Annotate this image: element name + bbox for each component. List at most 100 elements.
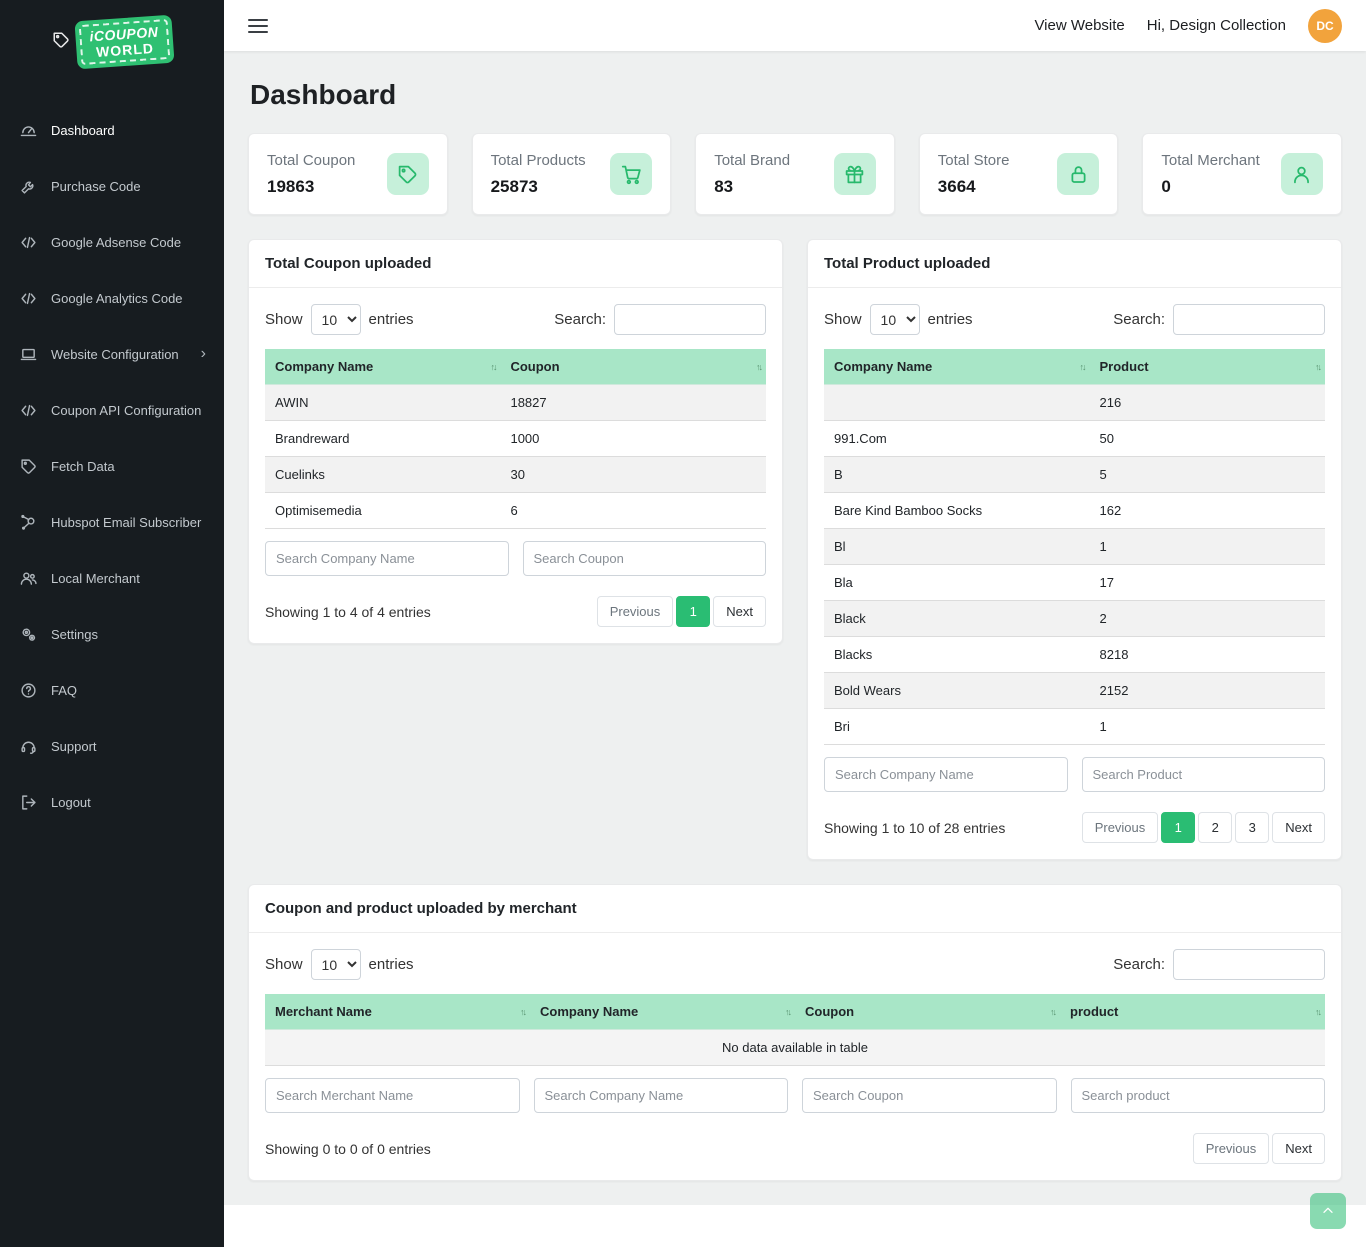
table-row: 216 — [824, 384, 1325, 422]
page-number-button[interactable]: 1 — [1161, 812, 1196, 844]
pagination: Previous 1 Next — [596, 596, 766, 628]
stat-card-total-coupon: Total Coupon 19863 — [248, 133, 448, 216]
cart-icon — [610, 153, 653, 196]
page-size-select[interactable]: 10 — [310, 949, 361, 981]
next-page-button[interactable]: Next — [1272, 1133, 1325, 1165]
code-icon — [21, 236, 36, 248]
sidebar-item-label: FAQ — [51, 682, 78, 698]
stat-cards: Total Coupon 19863 Total Products 25873 — [248, 133, 1342, 216]
column-header-coupon[interactable]: Coupon ↑↓ — [500, 349, 766, 386]
table-row: Bla 17 — [824, 564, 1325, 602]
page-number-button[interactable]: 1 — [676, 596, 711, 628]
user-icon — [1280, 153, 1323, 196]
sidebar-item-support[interactable]: Support — [0, 718, 224, 774]
sidebar: iCOUPON WORLD Dashboard Purchase Code Go… — [0, 0, 224, 1247]
sidebar-item-label: Logout — [51, 794, 91, 810]
sidebar-item-label: Fetch Data — [51, 458, 115, 474]
table-row: Bl 1 — [824, 528, 1325, 566]
table-search-input[interactable] — [1173, 949, 1325, 981]
previous-page-button[interactable]: Previous — [1081, 812, 1159, 844]
page-number-button[interactable]: 2 — [1198, 812, 1233, 844]
column-header-coupon[interactable]: Coupon ↑↓ — [795, 994, 1060, 1031]
view-website-link[interactable]: View Website — [1034, 17, 1125, 35]
sidebar-item-faq[interactable]: FAQ — [0, 662, 224, 718]
table-row: Brandreward 1000 — [265, 420, 766, 458]
table-row: Black 2 — [824, 600, 1325, 638]
table-search-input[interactable] — [1173, 304, 1325, 336]
filter-product-input[interactable] — [1081, 757, 1325, 793]
filter-product-input[interactable] — [1070, 1078, 1325, 1114]
sidebar-item-website-configuration[interactable]: Website Configuration › — [0, 326, 224, 382]
column-header-product[interactable]: product ↑↓ — [1060, 994, 1325, 1031]
filter-merchant-name-input[interactable] — [265, 1078, 520, 1114]
brand-logo[interactable]: iCOUPON WORLD — [0, 0, 224, 92]
entries-label: entries — [368, 311, 414, 329]
entries-label: entries — [927, 311, 973, 329]
table-row: Cuelinks 30 — [265, 456, 766, 494]
stat-label: Total Merchant — [1161, 151, 1260, 169]
sidebar-item-dashboard[interactable]: Dashboard — [0, 102, 224, 158]
table-row: 991.Com 50 — [824, 420, 1325, 458]
column-header-company-name[interactable]: Company Name ↑↓ — [824, 349, 1090, 386]
table-info: Showing 0 to 0 of 0 entries — [265, 1140, 431, 1157]
avatar[interactable]: DC — [1308, 8, 1342, 43]
sidebar-item-purchase-code[interactable]: Purchase Code — [0, 158, 224, 214]
sidebar-item-local-merchant[interactable]: Local Merchant — [0, 550, 224, 606]
table-row: AWIN 18827 — [265, 384, 766, 422]
show-label: Show — [824, 311, 862, 329]
stat-label: Total Products — [490, 151, 586, 169]
filter-company-name-input[interactable] — [265, 541, 509, 577]
filter-coupon-input[interactable] — [802, 1078, 1057, 1114]
filter-coupon-input[interactable] — [522, 541, 766, 577]
logo-badge: iCOUPON WORLD — [74, 14, 174, 70]
previous-page-button[interactable]: Previous — [1192, 1133, 1270, 1165]
menu-icon — [248, 30, 268, 33]
sidebar-item-label: Hubspot Email Subscriber — [51, 514, 202, 530]
sort-icon: ↑↓ — [1315, 361, 1322, 372]
panel-title: Total Product uploaded — [808, 240, 1341, 289]
sidebar-item-google-adsense-code[interactable]: Google Adsense Code — [0, 214, 224, 270]
table-search-input[interactable] — [614, 304, 766, 336]
column-header-company-name[interactable]: Company Name ↑↓ — [530, 994, 795, 1031]
coupon-uploaded-panel: Total Coupon uploaded Show 10 entries Se… — [248, 239, 783, 645]
sidebar-item-coupon-api-configuration[interactable]: Coupon API Configuration — [0, 382, 224, 438]
table-row: Blacks 8218 — [824, 636, 1325, 674]
column-header-merchant-name[interactable]: Merchant Name ↑↓ — [265, 994, 530, 1031]
sidebar-item-hubspot-email-subscriber[interactable]: Hubspot Email Subscriber — [0, 494, 224, 550]
stat-card-total-store: Total Store 3664 — [918, 133, 1119, 216]
content: Dashboard Total Coupon 19863 Total Produ… — [224, 51, 1366, 1205]
sidebar-toggle-button[interactable] — [248, 18, 268, 33]
user-greeting[interactable]: Hi, Design Collection — [1146, 17, 1286, 35]
filter-company-name-input[interactable] — [533, 1078, 788, 1114]
sidebar-item-fetch-data[interactable]: Fetch Data — [0, 438, 224, 494]
panel-title: Coupon and product uploaded by merchant — [249, 885, 1341, 934]
next-page-button[interactable]: Next — [1272, 812, 1325, 844]
page-size-select[interactable]: 10 — [310, 304, 361, 336]
stat-label: Total Brand — [714, 151, 791, 169]
scroll-to-top-button[interactable] — [1310, 1193, 1346, 1229]
sidebar-item-logout[interactable]: Logout — [0, 774, 224, 830]
column-header-product[interactable]: Product ↑↓ — [1089, 349, 1325, 386]
column-header-company-name[interactable]: Company Name ↑↓ — [265, 349, 501, 386]
sort-icon: ↑↓ — [1050, 1006, 1057, 1017]
next-page-button[interactable]: Next — [713, 596, 766, 628]
sidebar-item-settings[interactable]: Settings — [0, 606, 224, 662]
store-icon — [1057, 153, 1100, 196]
stat-card-total-brand: Total Brand 83 — [695, 133, 895, 216]
menu-icon — [248, 18, 268, 21]
filter-company-name-input[interactable] — [824, 757, 1068, 793]
table-row: Optimisemedia 6 — [265, 492, 766, 530]
sidebar-item-label: Support — [51, 738, 97, 754]
page-size-select[interactable]: 10 — [869, 304, 920, 336]
pagination: Previous 1 2 3 Next — [1081, 812, 1325, 844]
sidebar-item-google-analytics-code[interactable]: Google Analytics Code — [0, 270, 224, 326]
page-number-button[interactable]: 3 — [1235, 812, 1270, 844]
topbar-right: View Website Hi, Design Collection DC — [1034, 8, 1342, 43]
table-info: Showing 1 to 10 of 28 entries — [824, 819, 1006, 836]
main-area: View Website Hi, Design Collection DC Da… — [224, 0, 1366, 1247]
previous-page-button[interactable]: Previous — [596, 596, 674, 628]
logo-tag-icon — [52, 31, 70, 54]
sidebar-item-label: Settings — [51, 626, 98, 642]
